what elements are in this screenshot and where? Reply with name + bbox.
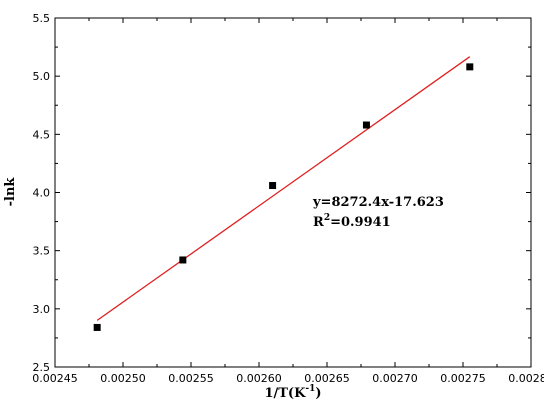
data-point [362,121,370,129]
fit-line [96,56,471,321]
y-tick-label: 4.0 [33,187,51,200]
x-tick-label: 0.00265 [304,372,350,385]
data-point [179,256,187,264]
x-axis-title-end: ) [315,386,321,401]
x-tick-label: 0.00255 [168,372,214,385]
y-axis-ticks: 2.5 3.0 3.5 4.0 4.5 5.0 5.5 [33,12,531,374]
data-point [269,182,277,190]
x-axis-title-sup: -1 [305,384,315,394]
y-tick-label: 2.5 [33,361,51,374]
plot-frame [54,17,532,368]
data-points [93,63,474,331]
y-tick-label: 4.5 [33,128,51,141]
x-tick-label: 0.00280 [508,372,544,385]
x-axis-title: 1/T(K-1) [264,384,321,401]
y-tick-label: 5.0 [33,70,51,83]
equation-annotation: y=8272.4x-17.623 [312,195,444,210]
x-tick-label: 0.00270 [372,372,418,385]
x-tick-label: 0.00250 [100,372,146,385]
y-tick-label: 3.0 [33,303,51,316]
y-axis-title: -lnk [3,177,18,207]
data-point [93,323,101,331]
y-tick-label: 5.5 [33,12,51,25]
r-squared-sup: 2 [324,213,330,223]
r-squared-value: =0.9941 [330,215,391,230]
r-squared-annotation: R2=0.9941 [313,213,391,230]
x-axis-title-main: 1/T(K [264,386,306,401]
y-tick-label: 3.5 [33,245,51,258]
data-point [466,63,474,71]
x-tick-label: 0.00260 [236,372,282,385]
x-axis-ticks: 0.00245 0.00250 0.00255 0.00260 0.00265 0.002… [32,18,544,385]
x-tick-label: 0.00275 [440,372,486,385]
x-tick-label: 0.00245 [32,372,78,385]
r-squared-prefix: R [313,215,324,230]
